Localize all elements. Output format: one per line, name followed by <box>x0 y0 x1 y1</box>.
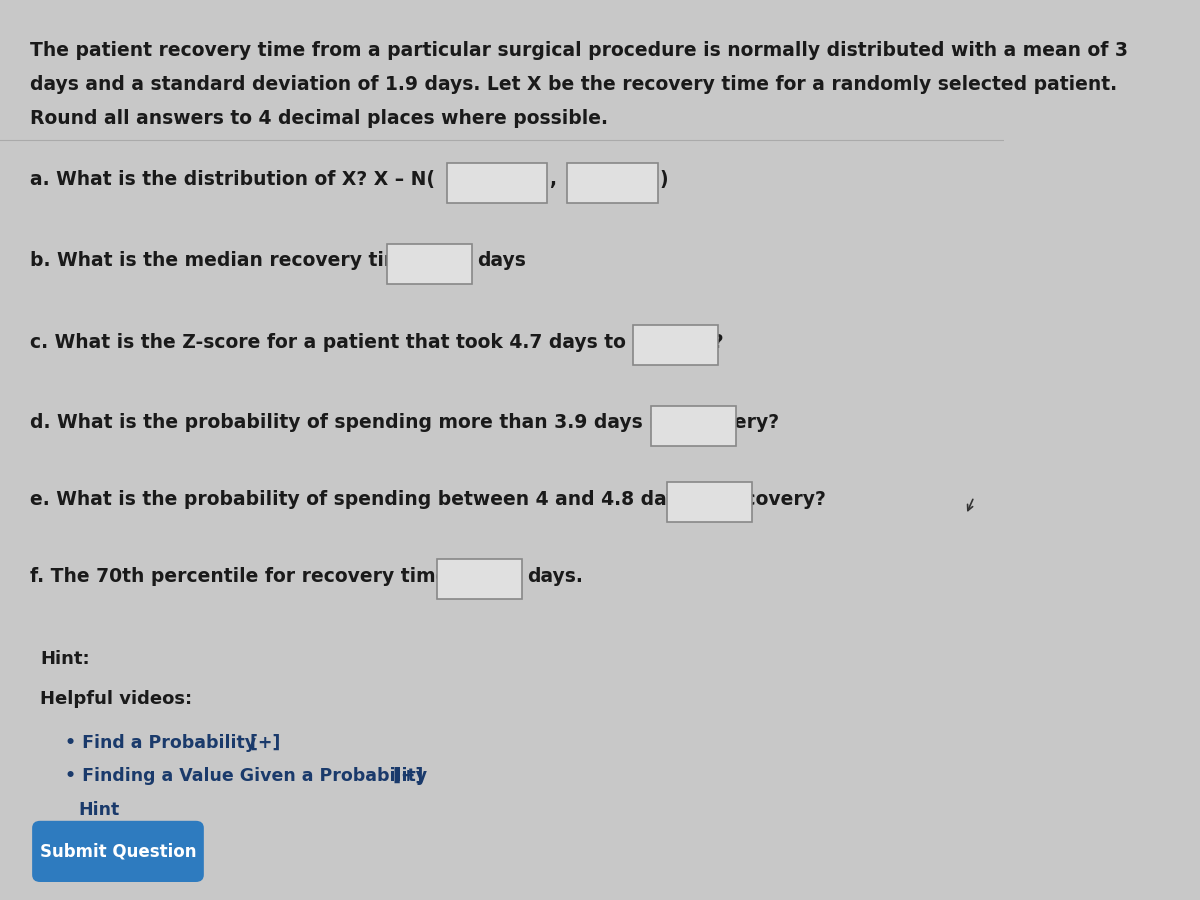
Text: d. What is the probability of spending more than 3.9 days in recovery?: d. What is the probability of spending m… <box>30 413 779 433</box>
Text: Hint: Hint <box>78 801 120 819</box>
Text: Helpful videos:: Helpful videos: <box>40 690 192 708</box>
FancyBboxPatch shape <box>32 821 204 882</box>
FancyBboxPatch shape <box>632 325 718 364</box>
Text: [+]: [+] <box>386 767 422 785</box>
FancyBboxPatch shape <box>446 163 547 202</box>
FancyBboxPatch shape <box>650 406 736 446</box>
Text: • Find a Probability: • Find a Probability <box>65 734 257 752</box>
FancyBboxPatch shape <box>568 163 658 202</box>
Text: ): ) <box>660 170 668 190</box>
FancyBboxPatch shape <box>437 559 522 598</box>
Text: The patient recovery time from a particular surgical procedure is normally distr: The patient recovery time from a particu… <box>30 40 1128 59</box>
Text: a. What is the distribution of X? X – N(: a. What is the distribution of X? X – N( <box>30 170 436 190</box>
Text: [+]: [+] <box>244 734 281 752</box>
Text: Hint:: Hint: <box>40 650 90 668</box>
Text: • Finding a Value Given a Probability: • Finding a Value Given a Probability <box>65 767 427 785</box>
FancyBboxPatch shape <box>667 482 752 522</box>
Text: ,: , <box>550 170 557 190</box>
Text: days.: days. <box>527 566 583 586</box>
Text: b. What is the median recovery time?: b. What is the median recovery time? <box>30 251 427 271</box>
Text: days: days <box>476 251 526 271</box>
Text: c. What is the Z-score for a patient that took 4.7 days to recover?: c. What is the Z-score for a patient tha… <box>30 332 724 352</box>
FancyBboxPatch shape <box>386 244 472 284</box>
Text: Round all answers to 4 decimal places where possible.: Round all answers to 4 decimal places wh… <box>30 109 608 128</box>
Text: f. The 70th percentile for recovery times is: f. The 70th percentile for recovery time… <box>30 566 484 586</box>
Text: e. What is the probability of spending between 4 and 4.8 days in recovery?: e. What is the probability of spending b… <box>30 490 826 509</box>
Text: days and a standard deviation of 1.9 days. Let X be the recovery time for a rand: days and a standard deviation of 1.9 day… <box>30 75 1117 94</box>
Text: Submit Question: Submit Question <box>40 842 197 860</box>
